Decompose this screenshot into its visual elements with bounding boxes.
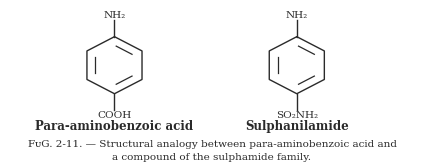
Text: NH₂: NH₂ [103,11,126,20]
Text: FᴜG. 2-11. — Structural analogy between para-aminobenzoic acid and: FᴜG. 2-11. — Structural analogy between … [28,140,396,149]
Text: Sulphanilamide: Sulphanilamide [245,120,349,133]
Text: SO₂NH₂: SO₂NH₂ [276,111,318,120]
Text: NH₂: NH₂ [286,11,308,20]
Text: a compound of the sulphamide family.: a compound of the sulphamide family. [112,153,312,162]
Text: Para-aminobenzoic acid: Para-aminobenzoic acid [36,120,193,133]
Text: COOH: COOH [98,111,131,120]
